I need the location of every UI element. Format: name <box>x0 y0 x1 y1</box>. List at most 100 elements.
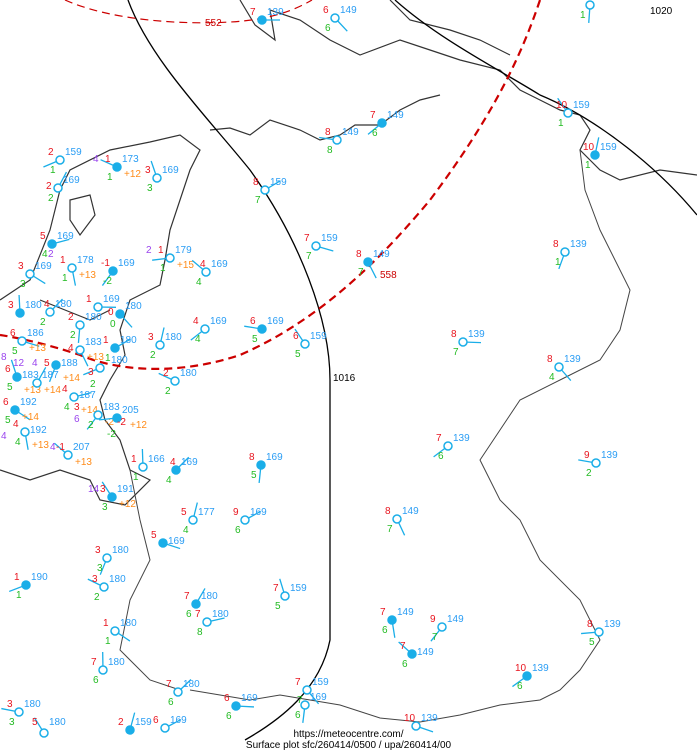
pressure: 139 <box>570 239 587 250</box>
station-circle <box>594 627 604 637</box>
temperature: 4 <box>13 419 19 430</box>
dewpoint: 4 <box>549 372 555 383</box>
temperature: 3 <box>95 545 101 556</box>
temperature: 3 <box>92 574 98 585</box>
pressure: 186 <box>27 328 44 339</box>
temperature: 1 <box>131 454 137 465</box>
station-circle <box>112 162 122 172</box>
temperature: 4 <box>193 316 199 327</box>
dewpoint: 6 <box>402 659 408 670</box>
dewpoint: 4 <box>42 249 48 260</box>
station-plot: 8 149 7 <box>385 506 419 536</box>
pressure-tendency: +15 <box>177 260 194 271</box>
station-circle <box>155 340 165 350</box>
pressure: 139 <box>564 354 581 365</box>
temperature: 1 <box>105 154 111 165</box>
temperature: 7 <box>295 677 301 688</box>
isobar-1016 <box>127 0 331 741</box>
dewpoint: 4 <box>196 277 202 288</box>
dewpoint: 6 <box>168 697 174 708</box>
pressure: 190 <box>31 572 48 583</box>
dewpoint: 6 <box>438 451 444 462</box>
dewpoint: 7 <box>387 524 393 535</box>
temperature: 7 <box>304 233 310 244</box>
station-circle <box>75 345 85 355</box>
station-circle <box>108 266 118 276</box>
pressure: 169 <box>211 259 228 270</box>
station-plot: 2 159 <box>118 712 152 735</box>
temperature: 7 <box>91 657 97 668</box>
pressure-tendency: +13 <box>32 440 49 451</box>
station-plot: 3 180 3 <box>1 699 41 728</box>
station-circle <box>93 302 103 312</box>
station-plot: 8 169 5 <box>249 452 283 483</box>
dewpoint: 4 <box>195 334 201 345</box>
station-plot: 2 180 2 <box>158 368 197 397</box>
dewpoint: 0 <box>110 319 116 330</box>
dewpoint: 1 <box>160 263 166 274</box>
pressure: 179 <box>175 245 192 256</box>
station-circle <box>302 685 312 695</box>
thickness-lines <box>0 0 542 370</box>
pressure: 169 <box>267 316 284 327</box>
isobar-label-1020: 1020 <box>650 6 673 17</box>
station-plot: 8 139 7 <box>451 329 485 358</box>
station-plot: 7 159 7 <box>295 677 329 706</box>
station-plot: 187 12 +14 <box>13 358 61 396</box>
weather-code: 4 <box>32 358 38 369</box>
station-plot: 7 180 6 <box>166 679 200 708</box>
weather-code: 8 <box>1 352 7 363</box>
station-circle <box>522 671 532 681</box>
station-plot: 6 186 5 +13 <box>10 328 46 357</box>
pressure-tendency: +13 <box>75 457 92 468</box>
station-circle <box>152 173 162 183</box>
station-circle <box>377 118 387 128</box>
station-circle <box>260 185 270 195</box>
temperature: 7 <box>166 679 172 690</box>
station-plot: 4 180 2 <box>40 298 72 328</box>
station-plot: 6 159 5 <box>293 328 327 360</box>
station-plot: 5 188 4 +14 <box>32 358 80 384</box>
pressure: 169 <box>250 507 267 518</box>
station-circle <box>231 701 241 711</box>
temperature: 10 <box>515 663 527 674</box>
pressure: 180 <box>108 657 125 668</box>
pressure-tendency: +13 <box>29 343 46 354</box>
pressure: 139 <box>453 433 470 444</box>
pressure: 180 <box>165 332 182 343</box>
station-circle <box>387 615 397 625</box>
plot-caption: Surface plot sfc/260414/0500 / upa/26041… <box>245 740 452 751</box>
dewpoint: 1 <box>555 257 561 268</box>
station-circle <box>458 337 468 347</box>
station-plot: 5 180 <box>32 717 66 738</box>
station-plot: 10 139 6 <box>512 663 549 692</box>
pressure: 187 <box>79 390 96 401</box>
dewpoint: 3 <box>9 717 15 728</box>
source-url[interactable]: https://meteocentre.com/ <box>293 729 404 740</box>
dewpoint: 1 <box>580 10 586 21</box>
pressure: 159 <box>290 583 307 594</box>
station-plot: 8 159 7 <box>253 177 287 206</box>
station-circle <box>437 622 447 632</box>
station-plot: 9 149 7 <box>430 614 464 643</box>
dewpoint: 6 <box>372 128 378 139</box>
station-circle <box>590 150 600 160</box>
temperature: 8 <box>451 329 457 340</box>
pressure-tendency: +14 <box>63 373 80 384</box>
temperature: 4 <box>200 259 206 270</box>
pressure-tendency: -2 <box>105 417 114 428</box>
temperature: 2 <box>163 368 169 379</box>
dewpoint: 6 <box>186 609 192 620</box>
station-plot: 3 180 3 <box>95 545 129 575</box>
dewpoint: 7 <box>255 195 261 206</box>
pressure: 139 <box>604 619 621 630</box>
pressure: 180 <box>112 545 129 556</box>
pressure: 169 <box>162 165 179 176</box>
temperature: 10 <box>583 142 595 153</box>
temperature: 1 <box>14 572 20 583</box>
station-circle <box>585 0 595 10</box>
